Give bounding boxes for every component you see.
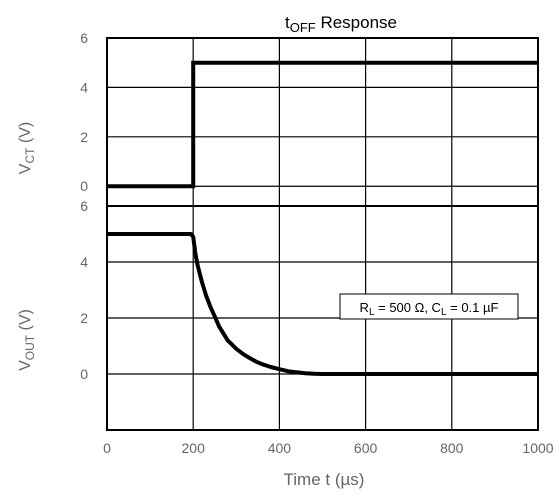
- bottom-y-axis-label: VOUT (V): [17, 309, 37, 371]
- x-tick-labels: 0 200 400 600 800 1000: [103, 440, 554, 456]
- x-tick-label: 0: [103, 440, 111, 456]
- x-tick-label: 400: [268, 440, 292, 456]
- y-tick-label: 6: [80, 198, 88, 214]
- chart-title: tOFF Response: [285, 13, 397, 35]
- top-y-axis-label: VCT (V): [17, 122, 37, 174]
- top-y-axis-label-rest: (V): [17, 122, 34, 148]
- bottom-y-axis-label-sub: OUT: [23, 334, 37, 360]
- bottom-y-tick-labels: 0 2 4 6: [80, 198, 88, 382]
- x-tick-label: 800: [440, 440, 464, 456]
- bottom-y-axis-label-main: V: [17, 360, 34, 371]
- chart-title-main: t: [285, 13, 290, 32]
- annotation-part-c-sub: L: [441, 307, 447, 318]
- y-tick-label: 2: [80, 310, 88, 326]
- top-y-axis-label-main: V: [17, 163, 34, 174]
- annotation-box: [339, 293, 519, 320]
- x-tick-label: 200: [182, 440, 206, 456]
- chart-title-sub: OFF: [290, 20, 316, 35]
- y-tick-label: 2: [80, 129, 88, 145]
- chart-title-rest: Response: [316, 13, 397, 32]
- x-tick-label: 600: [354, 440, 378, 456]
- annotation-text: RL = 500 Ω, CL = 0.1 µF: [360, 300, 499, 318]
- x-axis-label: Time t (µs): [284, 470, 365, 489]
- x-tick-label: 1000: [522, 440, 553, 456]
- annotation-part-mid: = 500 Ω, C: [375, 300, 441, 315]
- top-y-axis-label-sub: CT: [23, 147, 37, 164]
- y-tick-label: 4: [80, 254, 88, 270]
- y-tick-label: 6: [80, 30, 88, 46]
- y-tick-label: 4: [80, 79, 88, 95]
- annotation: RL = 500 Ω, CL = 0.1 µF: [339, 293, 519, 320]
- vct-series-line: [107, 60, 538, 189]
- annotation-part-end: = 0.1 µF: [447, 300, 499, 315]
- annotation-part-r-sub: L: [369, 307, 375, 318]
- y-tick-label: 0: [80, 366, 88, 382]
- y-tick-label: 0: [80, 178, 88, 194]
- vout-series-line: [107, 232, 538, 376]
- bottom-y-axis-label-rest: (V): [17, 309, 34, 335]
- annotation-part-r: R: [360, 300, 369, 315]
- top-y-tick-labels: 0 2 4 6: [80, 30, 88, 194]
